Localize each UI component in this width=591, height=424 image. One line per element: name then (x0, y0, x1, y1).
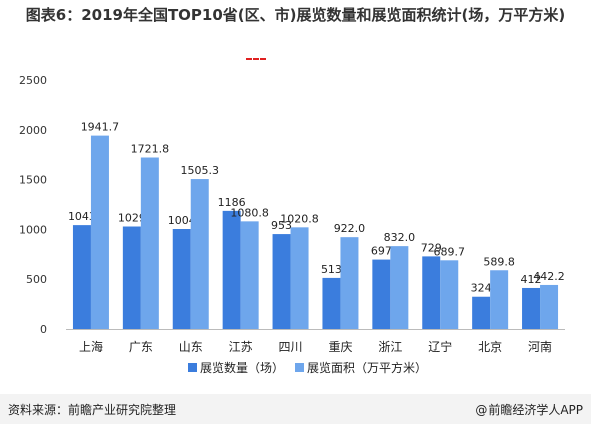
data-label-area: 1020.8 (280, 212, 319, 225)
bar-exhibition-count (222, 210, 241, 329)
bar-exhibition-area (290, 227, 309, 329)
y-tick-label: 500 (26, 273, 47, 286)
bar-exhibition-area (490, 270, 509, 329)
data-label-count: 412 (521, 273, 542, 286)
data-label-count: 1043 (68, 210, 96, 223)
x-category-label: 山东 (179, 340, 203, 354)
data-label-count: 324 (471, 282, 492, 295)
y-tick-label: 0 (40, 323, 47, 336)
bar-exhibition-count (322, 277, 341, 329)
data-label-area: 442.2 (533, 270, 565, 283)
bar-exhibition-count (422, 256, 441, 329)
bar-exhibition-area (140, 157, 159, 329)
y-tick-label: 1000 (19, 223, 47, 236)
legend-label: 展览面积（万平方米） (307, 360, 427, 375)
brand-icon: @ (475, 403, 488, 417)
bar-exhibition-count (522, 287, 541, 329)
bar-exhibition-count (472, 296, 491, 329)
chart-title: 图表6：2019年全国TOP10省(区、市)展览数量和展览面积统计(场，万平方米… (25, 6, 566, 24)
data-label-area: 1721.8 (131, 143, 170, 156)
data-label-area: 689.7 (434, 245, 466, 258)
footer-bar: 资料来源：前瞻产业研究院整理 @前瞻经济学人APP (0, 394, 591, 424)
bar-exhibition-area (340, 237, 359, 329)
x-category-label: 河南 (528, 339, 552, 354)
bar-exhibition-area (90, 135, 109, 329)
y-tick-label: 2000 (19, 124, 47, 137)
brand-name: 前瞻经济学人APP (488, 403, 583, 417)
x-category-label: 上海 (79, 339, 103, 354)
data-label-count: 1004 (168, 214, 196, 227)
data-label-area: 922.0 (334, 222, 366, 235)
data-label-area: 1080.8 (230, 206, 269, 219)
bar-exhibition-count (122, 226, 141, 329)
bar-exhibition-area (440, 260, 459, 329)
data-label-area: 1505.3 (181, 164, 220, 177)
data-label-count: 513 (321, 263, 342, 276)
x-category-label: 浙江 (378, 340, 402, 354)
data-label-count: 697 (371, 245, 392, 258)
data-label-count: 729 (421, 241, 442, 254)
bar-chart: 0 500 1000 1500 2000 2500 1043 1941.7 上海 1029 1721… (19, 74, 565, 375)
bar-exhibition-count (172, 229, 191, 329)
y-tick-label: 2500 (19, 74, 47, 87)
bar-exhibition-area (240, 221, 259, 329)
x-category-label: 辽宁 (428, 339, 452, 354)
data-label-area: 832.0 (384, 231, 416, 244)
legend-swatch (188, 363, 197, 372)
bar-exhibition-area (540, 284, 559, 329)
legend-label: 展览数量（场） (200, 360, 284, 375)
x-category-label: 北京 (478, 340, 502, 354)
x-category-label: 广东 (129, 340, 153, 354)
data-label-count: 1029 (118, 212, 146, 225)
bar-exhibition-count (72, 225, 91, 329)
bar-exhibition-area (390, 246, 409, 329)
x-category-label: 重庆 (328, 340, 352, 354)
source-note: 资料来源：前瞻产业研究院整理 (8, 403, 177, 417)
title-underline-accent (246, 58, 266, 60)
legend-swatch (295, 363, 304, 372)
bar-exhibition-count (372, 259, 391, 329)
x-category-label: 四川 (279, 340, 303, 354)
data-label-count: 1186 (218, 196, 246, 209)
data-label-area: 1941.7 (81, 121, 120, 134)
data-label-area: 589.8 (483, 255, 515, 268)
brand-label: @前瞻经济学人APP (475, 401, 583, 418)
y-tick-label: 1500 (19, 174, 47, 187)
x-category-label: 江苏 (229, 340, 253, 354)
data-label-count: 953 (271, 219, 292, 232)
bar-exhibition-area (190, 179, 209, 329)
bar-exhibition-count (272, 234, 291, 329)
